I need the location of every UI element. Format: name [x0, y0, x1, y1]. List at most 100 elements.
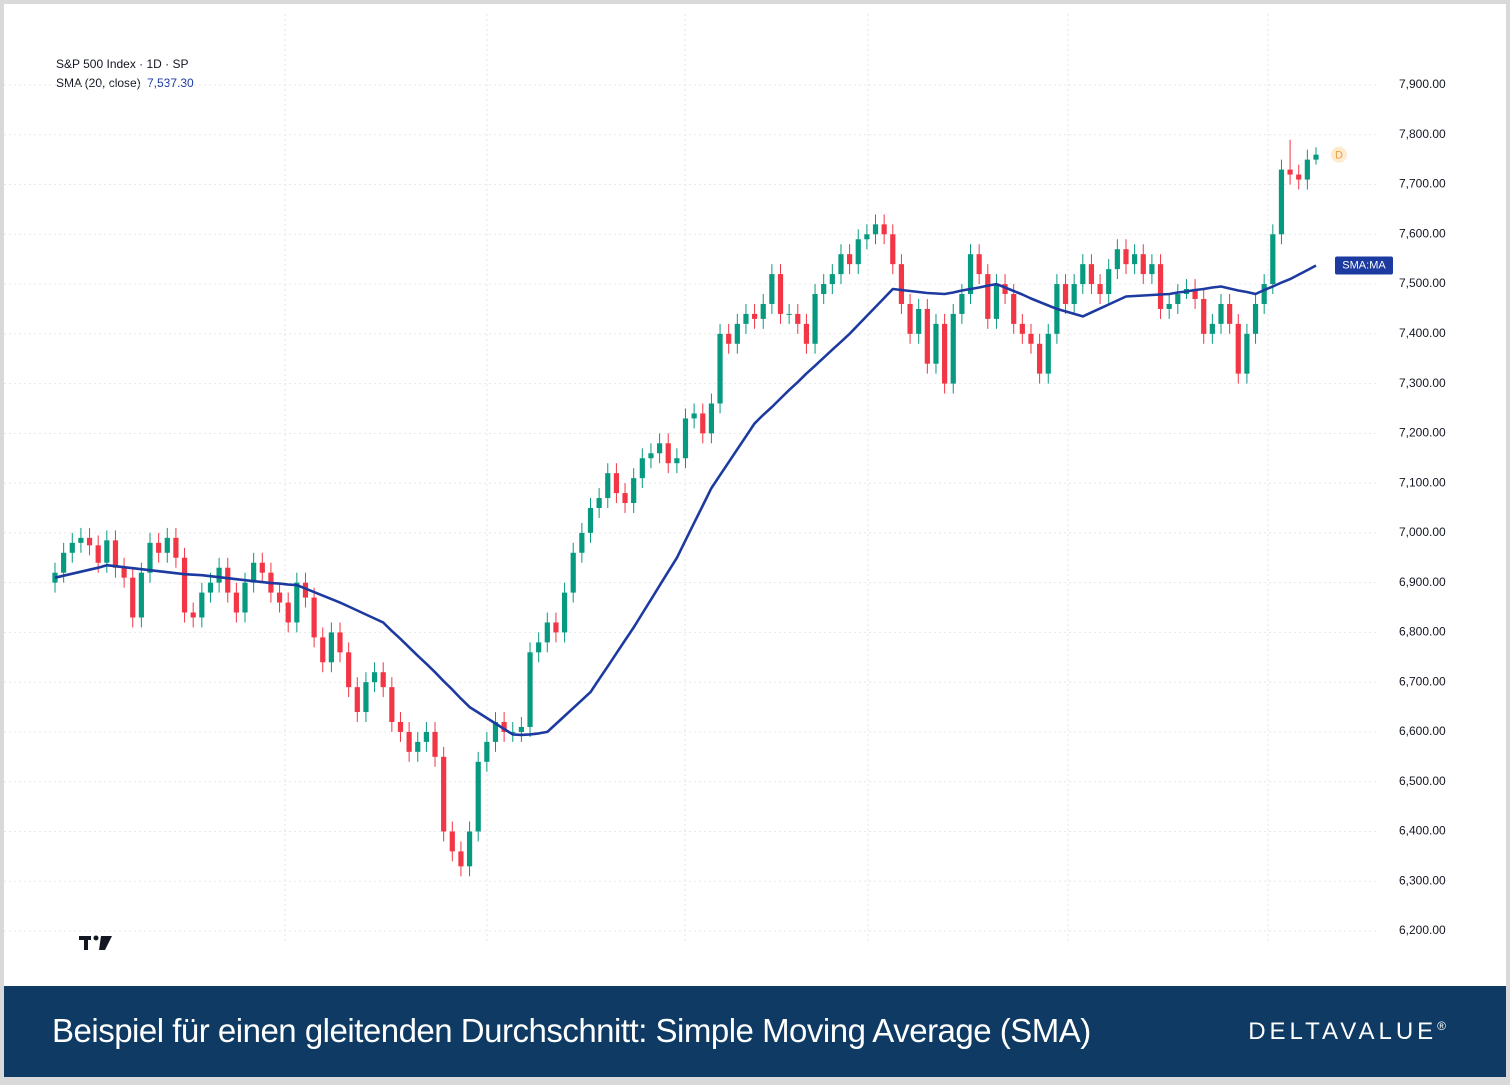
candle-body: [337, 632, 343, 653]
candle-body: [1028, 333, 1034, 344]
candle-body: [1114, 249, 1120, 270]
candle-body: [838, 254, 844, 275]
candle-body: [613, 473, 620, 494]
candle-body: [1080, 264, 1086, 285]
candle-body: [674, 458, 680, 464]
candle-body: [1175, 294, 1181, 304]
candle-body: [916, 308, 922, 334]
candle-body: [786, 313, 792, 315]
y-tick-label: 6,800.00: [1399, 625, 1446, 639]
candle-body: [354, 687, 360, 713]
legend-value: 7,537.30: [147, 76, 194, 90]
candle-body: [682, 418, 689, 459]
candle-body: [346, 652, 352, 688]
candle-body: [475, 761, 481, 832]
candle-body: [1106, 269, 1112, 295]
logo-text: DELTAVALUE: [1248, 1018, 1438, 1045]
candle-body: [1045, 333, 1051, 374]
chart: S&P 500 Index · 1D · SP SMA (20, close) …: [4, 14, 1446, 950]
candle-body: [1019, 323, 1025, 334]
y-tick-label: 7,900.00: [1399, 77, 1446, 91]
candle-body: [993, 284, 1000, 319]
candle-body: [449, 831, 455, 852]
y-tick-label: 7,400.00: [1399, 326, 1446, 340]
candle-body: [561, 592, 568, 633]
candle-body: [86, 537, 93, 546]
candle-body: [847, 254, 853, 265]
candle-body: [553, 622, 559, 633]
candle-body: [441, 756, 447, 832]
candle-body: [181, 557, 188, 613]
candle-body: [164, 537, 170, 553]
candle-body: [976, 254, 982, 275]
y-tick-label: 7,500.00: [1399, 276, 1446, 290]
logo: DELTAVALUE®: [1248, 1018, 1446, 1046]
candle-body: [639, 458, 645, 479]
y-tick-label: 6,600.00: [1399, 724, 1446, 738]
candle-body: [596, 498, 602, 508]
candle-body: [1304, 159, 1310, 180]
candle-body: [570, 552, 576, 593]
sma-tag: SMA:MA: [1342, 259, 1386, 271]
candle-body: [69, 542, 75, 553]
candle-body: [415, 741, 421, 752]
y-tick-label: 6,700.00: [1399, 674, 1446, 688]
candle-body: [466, 831, 473, 867]
candle-body: [1166, 303, 1172, 309]
candle-body: [311, 597, 317, 638]
candle-body: [648, 453, 654, 459]
candle-body: [207, 582, 214, 593]
candle-body: [104, 540, 110, 563]
candle-body: [1123, 249, 1129, 265]
y-tick-label: 7,000.00: [1399, 525, 1446, 539]
candle-body: [898, 264, 905, 304]
y-tick-label: 7,700.00: [1399, 177, 1446, 191]
candle-body: [907, 303, 913, 334]
y-tick-label: 6,300.00: [1399, 873, 1446, 887]
candle-body: [1235, 323, 1241, 374]
candle-body: [769, 274, 775, 304]
candle-body: [890, 234, 896, 265]
candle-body: [1227, 303, 1233, 324]
candle-body: [544, 622, 550, 643]
candle-body: [138, 572, 144, 618]
candle-body: [821, 284, 827, 295]
chart-title: S&P 500 Index · 1D · SP: [56, 57, 189, 71]
candle-body: [1002, 284, 1008, 295]
candle-body: [1088, 264, 1095, 285]
tv-logo: [79, 935, 112, 950]
candle-body: [363, 682, 369, 713]
candle-body: [251, 562, 257, 583]
candle-body: [777, 274, 784, 314]
logo-shape: [84, 936, 88, 950]
candle-body: [751, 313, 758, 319]
candle-body: [61, 552, 67, 573]
candle-body: [631, 478, 637, 504]
candle-body: [1287, 169, 1293, 175]
candle-body: [199, 592, 205, 618]
candle-body: [760, 303, 766, 319]
candle-body: [302, 582, 309, 598]
candle-body: [579, 532, 585, 553]
sma-tag-bg: [1335, 256, 1393, 275]
candle-body: [233, 592, 239, 613]
candle-body: [1062, 284, 1069, 304]
candle-body: [121, 567, 127, 578]
y-tick-label: 6,900.00: [1399, 575, 1446, 589]
candle-body: [708, 403, 715, 434]
caption: Beispiel für einen gleitenden Durchschni…: [52, 1012, 1091, 1049]
candle-body: [1313, 154, 1319, 160]
candle-body: [743, 313, 749, 324]
candle-body: [423, 731, 429, 742]
candle-body: [510, 731, 516, 733]
candle-body: [1132, 254, 1138, 265]
candle-body: [959, 294, 965, 314]
candle-body: [812, 294, 818, 344]
candle-body: [225, 567, 231, 593]
candle-body: [406, 731, 412, 752]
candle-body: [717, 333, 723, 404]
y-tick-label: 6,400.00: [1399, 824, 1446, 838]
candle-body: [484, 741, 490, 762]
candle-body: [1011, 294, 1017, 324]
candle-body: [1218, 303, 1224, 324]
